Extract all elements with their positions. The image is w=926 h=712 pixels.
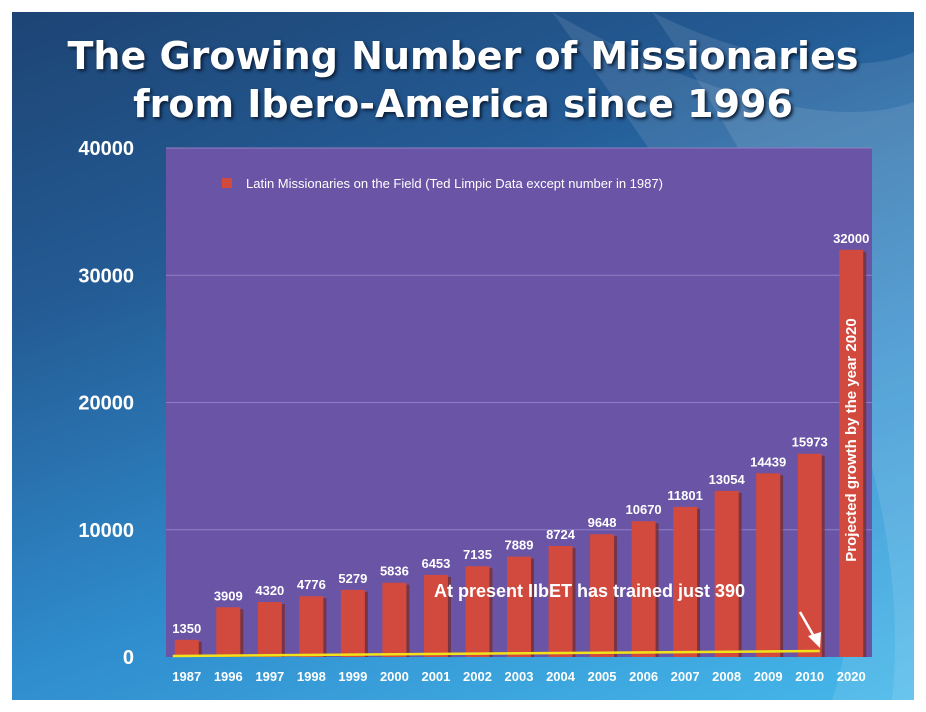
- title-line-1: The Growing Number of Missionaries: [67, 34, 859, 78]
- x-tick-label: 2020: [837, 669, 866, 684]
- x-tick-label: 2002: [463, 669, 492, 684]
- data-label: 14439: [750, 454, 786, 469]
- x-tick-label: 1998: [297, 669, 326, 684]
- bar: [423, 574, 448, 657]
- bar: [631, 521, 656, 657]
- x-tick-label: 2003: [505, 669, 534, 684]
- page-title: The Growing Number of Missionaries from …: [12, 32, 914, 128]
- data-label: 5836: [380, 564, 409, 579]
- x-tick-label: 2006: [629, 669, 658, 684]
- bar: [257, 602, 282, 657]
- bar: [673, 506, 698, 657]
- bar: [174, 639, 199, 657]
- arrowhead-icon: [808, 632, 821, 648]
- x-tick-label: 2004: [546, 669, 576, 684]
- data-label: 32000: [833, 231, 869, 246]
- data-label: 7135: [463, 547, 492, 562]
- data-label: 5279: [338, 571, 367, 586]
- x-tick-label: 1999: [338, 669, 367, 684]
- bar: [382, 582, 407, 657]
- y-tick-label: 40000: [78, 138, 134, 160]
- data-label: 15973: [792, 435, 828, 450]
- y-tick-label: 20000: [78, 393, 134, 415]
- legend-swatch: [222, 178, 232, 188]
- x-tick-label: 1987: [172, 669, 201, 684]
- x-tick-label: 2001: [421, 669, 450, 684]
- bar: [465, 566, 490, 657]
- x-tick-label: 2000: [380, 669, 409, 684]
- data-label: 6453: [421, 556, 450, 571]
- data-label: 3909: [214, 588, 243, 603]
- x-tick-label: 2005: [588, 669, 617, 684]
- data-label: 10670: [626, 502, 662, 517]
- y-tick-label: 30000: [78, 265, 134, 287]
- bar: [797, 453, 822, 657]
- data-label: 4776: [297, 577, 326, 592]
- data-label: 13054: [709, 472, 746, 487]
- y-tick-label: 0: [123, 647, 134, 669]
- trend-line: [172, 649, 820, 658]
- data-label: 11801: [667, 488, 702, 503]
- bar: [216, 607, 241, 657]
- data-label: 7889: [505, 538, 534, 553]
- title-line-2: from Ibero-America since 1996: [133, 82, 793, 126]
- x-tick-label: 2007: [671, 669, 700, 684]
- bar: [507, 556, 531, 657]
- data-label: 4320: [255, 583, 284, 598]
- bar: [839, 249, 864, 658]
- x-tick-label: 2010: [795, 669, 824, 684]
- data-label: 8724: [546, 527, 576, 542]
- data-label: 1350: [172, 621, 201, 636]
- x-tick-label: 2008: [712, 669, 741, 684]
- bar: [299, 596, 324, 657]
- bar: [548, 545, 573, 657]
- bar: [590, 534, 615, 657]
- bar: [714, 490, 739, 657]
- data-label: 9648: [588, 515, 617, 530]
- bar: [340, 589, 365, 657]
- vertical-annotation: Projected growth by the year 2020: [843, 318, 860, 561]
- annotation-text: At present IIbET has trained just 390: [434, 581, 745, 601]
- legend-label: Latin Missionaries on the Field (Ted Lim…: [246, 176, 663, 191]
- bar: [756, 473, 781, 657]
- x-tick-label: 1997: [255, 669, 284, 684]
- y-tick-label: 10000: [78, 520, 134, 542]
- x-tick-label: 2009: [754, 669, 783, 684]
- x-tick-label: 1996: [214, 669, 243, 684]
